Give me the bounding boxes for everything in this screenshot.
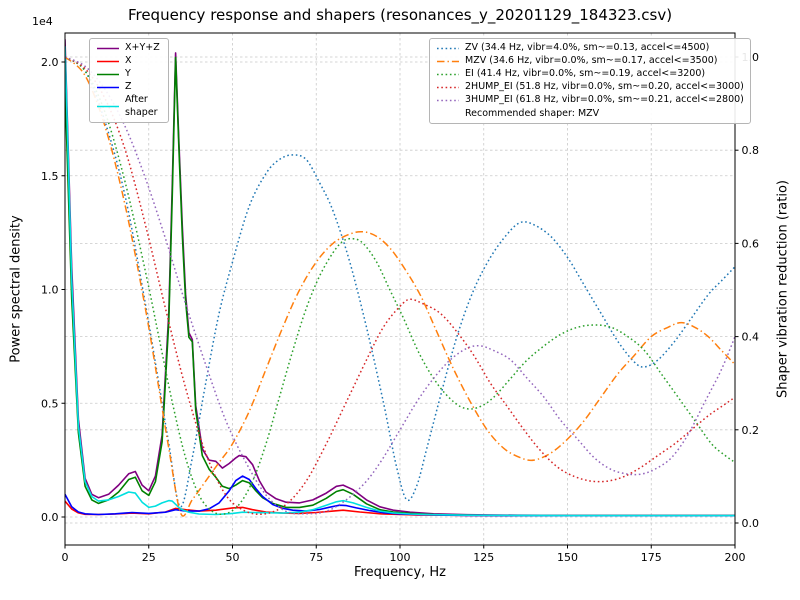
legend-line-swatch-icon bbox=[437, 99, 459, 102]
legend-item-label: MZV (34.6 Hz, vibr=0.0%, sm~=0.17, accel… bbox=[465, 55, 718, 67]
legend-line-swatch-icon bbox=[97, 105, 119, 108]
legend-item-3hump_ei: 3HUMP_EI (61.8 Hz, vibr=0.0%, sm~=0.21, … bbox=[436, 94, 744, 107]
legend-item-label: ZV (34.4 Hz, vibr=4.0%, sm~=0.13, accel<… bbox=[465, 42, 710, 54]
y-right-axis-label: Shaper vibration reduction (ratio) bbox=[775, 180, 791, 398]
legend-item-label: EI (41.4 Hz, vibr=0.0%, sm~=0.19, accel<… bbox=[465, 68, 706, 80]
x-tick-label: 150 bbox=[557, 551, 578, 564]
psd-line-y bbox=[65, 56, 735, 517]
x-tick-label: 25 bbox=[142, 551, 156, 564]
x-tick-label: 125 bbox=[473, 551, 494, 564]
legend-item-label: Z bbox=[125, 81, 132, 93]
x-tick-label: 175 bbox=[641, 551, 662, 564]
x-axis-label: Frequency, Hz bbox=[353, 565, 447, 580]
legend-item-x: X bbox=[96, 55, 162, 68]
legend-item-z: Z bbox=[96, 81, 162, 94]
legend-line-swatch-icon bbox=[97, 47, 119, 50]
legend-item-label: 2HUMP_EI (51.8 Hz, vibr=0.0%, sm~=0.20, … bbox=[465, 81, 744, 93]
recommended-shaper-note: Recommended shaper: MZV bbox=[465, 108, 600, 119]
psd-line-after-shaper bbox=[65, 46, 735, 517]
shaper-line-3hump_ei bbox=[65, 56, 735, 515]
y-left-tick-label: 0.5 bbox=[41, 397, 59, 410]
psd-line-x+y+z bbox=[65, 39, 735, 517]
y-left-tick-label: 0.0 bbox=[41, 511, 59, 524]
y-right-tick-label: 0.2 bbox=[742, 424, 760, 437]
shaper-line-ei bbox=[65, 56, 735, 516]
legend-item-x+y+z: X+Y+Z bbox=[96, 42, 162, 55]
y-left-tick-label: 1.0 bbox=[41, 284, 59, 297]
y-left-offset-label: 1e4 bbox=[32, 15, 53, 28]
legend-line-swatch-icon bbox=[437, 47, 459, 50]
legend-line-swatch-icon bbox=[437, 86, 459, 89]
psd-line-z bbox=[65, 475, 735, 517]
chart-title: Frequency response and shapers (resonanc… bbox=[127, 6, 673, 24]
y-left-axis-label: Power spectral density bbox=[8, 215, 24, 363]
legend-shapers-items: ZV (34.4 Hz, vibr=4.0%, sm~=0.13, accel<… bbox=[436, 42, 744, 107]
y-right-tick-label: 0.0 bbox=[742, 517, 760, 530]
legend-line-swatch-icon bbox=[97, 86, 119, 89]
legend-item-zv: ZV (34.4 Hz, vibr=4.0%, sm~=0.13, accel<… bbox=[436, 42, 744, 55]
x-tick-label: 200 bbox=[725, 551, 746, 564]
legend-line-swatch-icon bbox=[437, 60, 459, 63]
y-right-tick-label: 0.6 bbox=[742, 237, 760, 250]
x-tick-label: 50 bbox=[226, 551, 240, 564]
x-tick-label: 100 bbox=[390, 551, 411, 564]
legend-line-swatch-icon bbox=[437, 73, 459, 76]
shaper-line-2hump_ei bbox=[65, 56, 735, 516]
y-right-tick-label: 0.8 bbox=[742, 144, 760, 157]
shaper-line-mzv bbox=[65, 56, 735, 517]
legend-item-ei: EI (41.4 Hz, vibr=0.0%, sm~=0.19, accel<… bbox=[436, 68, 744, 81]
legend-item-label: 3HUMP_EI (61.8 Hz, vibr=0.0%, sm~=0.21, … bbox=[465, 94, 744, 106]
legend-item-label: X+Y+Z bbox=[125, 42, 160, 54]
legend-item-2hump_ei: 2HUMP_EI (51.8 Hz, vibr=0.0%, sm~=0.20, … bbox=[436, 81, 744, 94]
y-left-tick-label: 1.5 bbox=[41, 170, 59, 183]
x-tick-label: 75 bbox=[309, 551, 323, 564]
legend-item-mzv: MZV (34.6 Hz, vibr=0.0%, sm~=0.17, accel… bbox=[436, 55, 744, 68]
x-tick-label: 0 bbox=[62, 551, 69, 564]
legend-item-label: X bbox=[125, 55, 132, 67]
legend-line-swatch-icon bbox=[97, 60, 119, 63]
legend-item-after-shaper: After shaper bbox=[96, 94, 162, 119]
legend-psd: X+Y+Z X Y Z After shaper bbox=[89, 38, 169, 123]
legend-item-y: Y bbox=[96, 68, 162, 81]
legend-item-label: After shaper bbox=[125, 94, 158, 118]
legend-shapers: ZV (34.4 Hz, vibr=4.0%, sm~=0.13, accel<… bbox=[429, 38, 751, 124]
y-left-tick-label: 2.0 bbox=[41, 56, 59, 69]
legend-line-swatch-icon bbox=[97, 73, 119, 76]
legend-item-label: Y bbox=[125, 68, 131, 80]
y-right-tick-label: 0.4 bbox=[742, 331, 760, 344]
